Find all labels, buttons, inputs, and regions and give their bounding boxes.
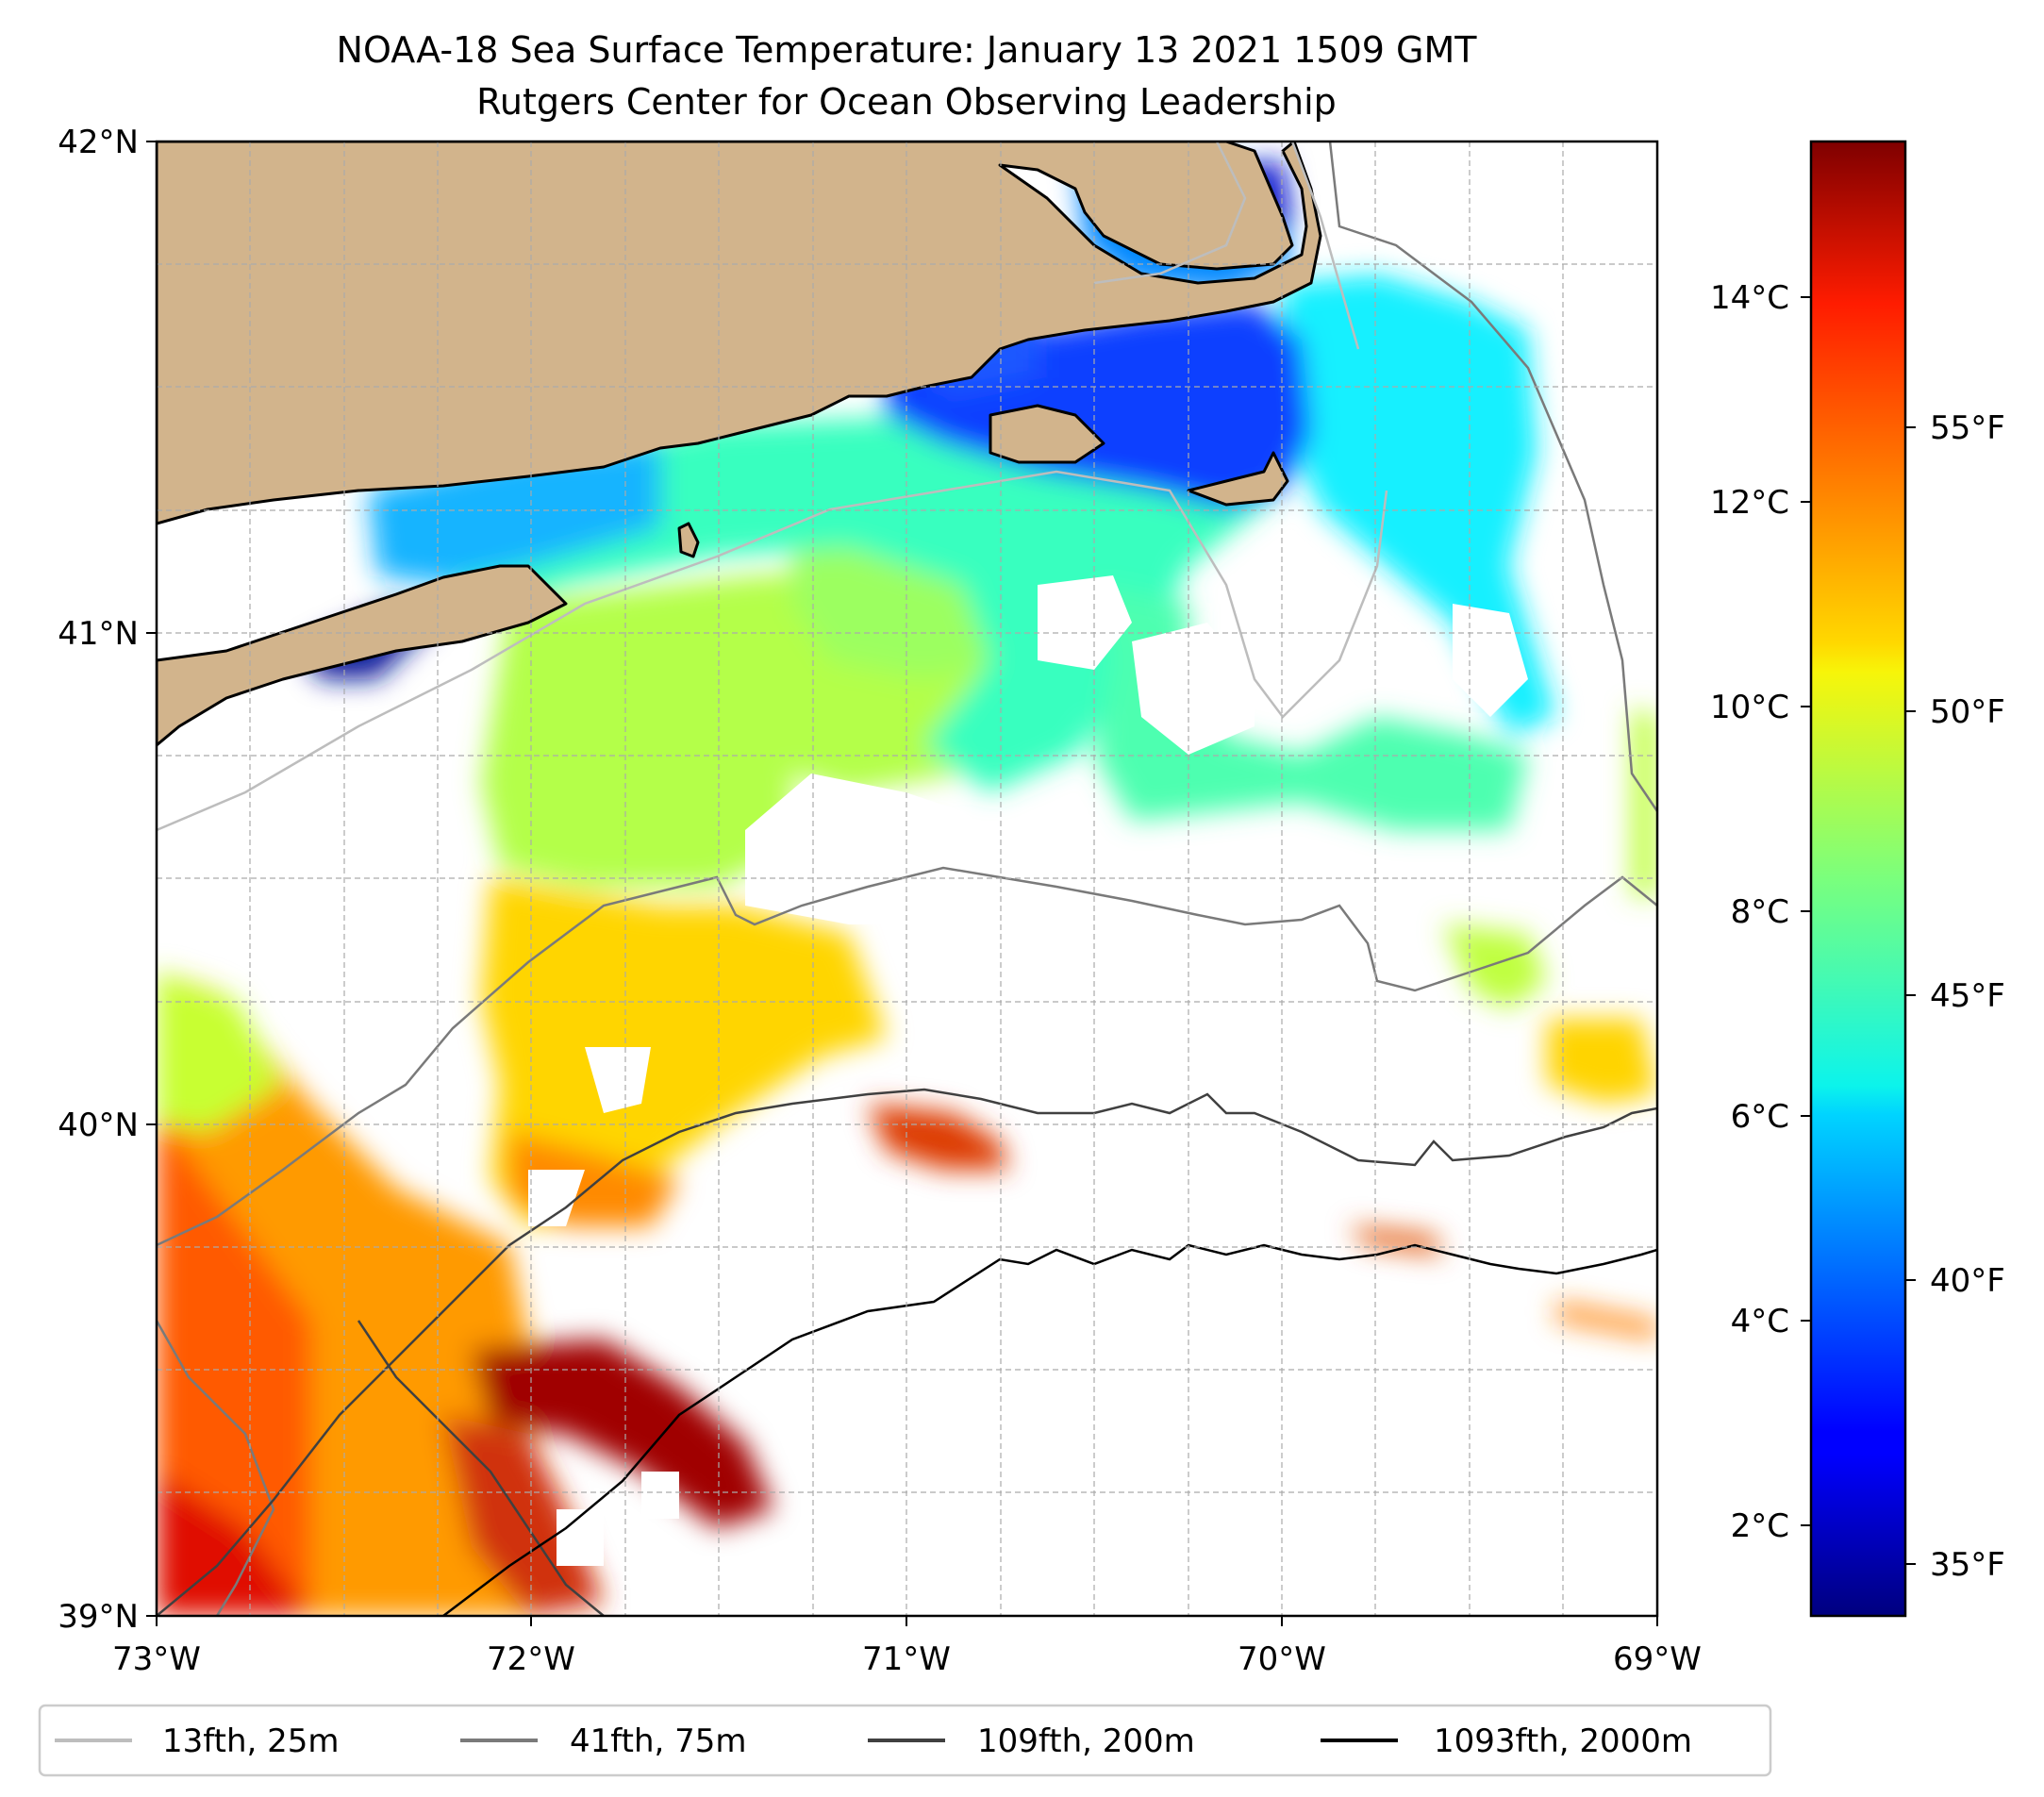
legend-label: 1093fth, 2000m	[1434, 1722, 1692, 1760]
legend-item: 13fth, 25m	[55, 1722, 340, 1760]
fahrenheit-tick-label: 55°F	[1930, 409, 2005, 447]
x-tick-label: 69°W	[1613, 1640, 1702, 1678]
legend-label: 41fth, 75m	[570, 1722, 747, 1760]
fahrenheit-tick-label: 45°F	[1930, 977, 2005, 1015]
y-tick-label: 39°N	[58, 1598, 139, 1636]
x-tick-label: 73°W	[112, 1640, 201, 1678]
legend-item: 109fth, 200m	[868, 1722, 1195, 1760]
celsius-tick-label: 2°C	[1731, 1507, 1789, 1545]
colorbar: 2°C 4°C 6°C 8°C 10°C 12°C 14°C 35°F 40°F…	[1710, 140, 2005, 1618]
fahrenheit-tick-label: 50°F	[1930, 693, 2005, 731]
contour-2000m	[442, 1243, 1657, 1616]
celsius-tick-label: 8°C	[1731, 893, 1789, 931]
celsius-tick-label: 12°C	[1710, 484, 1789, 522]
fahrenheit-tick-label: 40°F	[1930, 1262, 2005, 1300]
fahrenheit-tick-labels: 35°F 40°F 45°F 50°F 55°F	[1930, 409, 2005, 1584]
x-tick-label: 72°W	[487, 1640, 575, 1678]
contour-75m	[157, 141, 1657, 1616]
colorbar-gradient	[1809, 140, 1907, 1618]
axis-ticks	[146, 141, 1658, 1626]
title-line-1: NOAA-18 Sea Surface Temperature: January…	[337, 29, 1478, 71]
legend-label: 109fth, 200m	[977, 1722, 1195, 1760]
celsius-tick-label: 6°C	[1731, 1098, 1789, 1136]
y-tick-label: 41°N	[58, 615, 139, 653]
cloud-mask	[528, 575, 1528, 1566]
y-tick-label: 42°N	[58, 124, 139, 161]
contour-200m	[157, 1088, 1657, 1616]
x-tick-label: 71°W	[862, 1640, 951, 1678]
y-tick-label: 40°N	[58, 1106, 139, 1144]
celsius-tick-label: 10°C	[1710, 689, 1789, 726]
legend-item: 41fth, 75m	[460, 1722, 747, 1760]
contour-25m	[157, 141, 1388, 832]
celsius-tick-labels: 2°C 4°C 6°C 8°C 10°C 12°C 14°C	[1710, 279, 1789, 1545]
x-tick-label: 70°W	[1238, 1640, 1326, 1678]
legend-label: 13fth, 25m	[162, 1722, 340, 1760]
legend-item: 1093fth, 2000m	[1321, 1722, 1692, 1760]
celsius-tick-label: 4°C	[1731, 1303, 1789, 1340]
celsius-tick-label: 14°C	[1710, 279, 1789, 317]
map-panel	[157, 141, 1657, 1616]
gridlines	[157, 141, 1657, 1616]
y-tick-labels: 39°N 40°N 41°N 42°N	[58, 124, 139, 1636]
title-line-2: Rutgers Center for Ocean Observing Leade…	[476, 81, 1337, 123]
land-layer	[157, 141, 1322, 747]
legend: 13fth, 25m 41fth, 75m 109fth, 200m 1093f…	[38, 1704, 1772, 1777]
x-tick-labels: 73°W 72°W 71°W 70°W 69°W	[112, 1640, 1702, 1678]
fahrenheit-tick-label: 35°F	[1930, 1546, 2005, 1584]
